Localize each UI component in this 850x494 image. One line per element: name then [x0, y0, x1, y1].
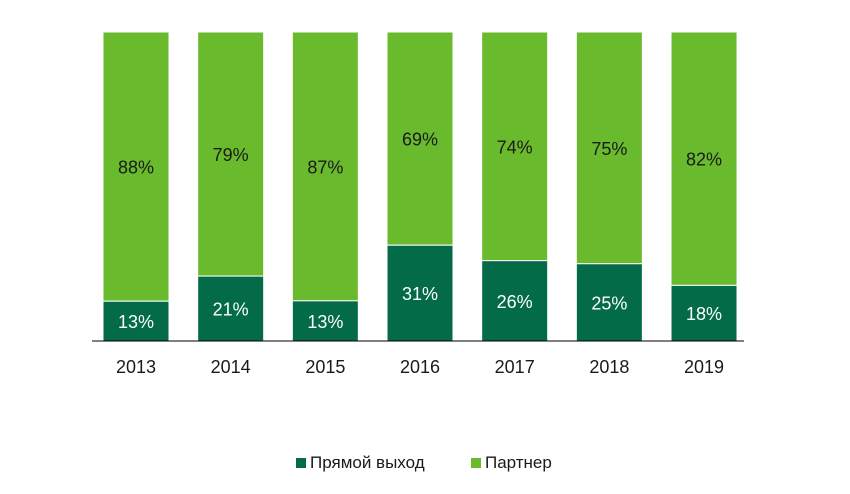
x-tick-label-2018: 2018 — [589, 357, 629, 377]
data-label-partner-2018: 75% — [591, 139, 627, 159]
data-label-direct-2019: 18% — [686, 304, 722, 324]
bar-partner-2013 — [102, 31, 170, 302]
data-label-direct-2018: 25% — [591, 293, 627, 313]
x-tick-label-2016: 2016 — [400, 357, 440, 377]
data-label-partner-2017: 74% — [497, 137, 533, 157]
data-label-direct-2016: 31% — [402, 284, 438, 304]
bar-direct-2017 — [481, 260, 549, 342]
data-labels-layer: 88% 13% 79% 21% 87% 13% 69% 31% 74% 26% 75% 25% 82% 1… — [118, 130, 722, 333]
x-tick-label-2013: 2013 — [116, 357, 156, 377]
legend-swatch-partner — [471, 458, 481, 468]
legend: Прямой выход Партнер — [296, 453, 552, 472]
bar-direct-2018 — [575, 263, 643, 342]
legend-swatch-direct — [296, 458, 306, 468]
x-tick-labels: 2013 2014 2015 2016 2017 2018 2019 — [116, 357, 724, 377]
bar-partner-2018 — [575, 31, 643, 265]
bar-direct-2014 — [197, 275, 265, 342]
x-tick-label-2015: 2015 — [305, 357, 345, 377]
data-label-partner-2016: 69% — [402, 130, 438, 150]
bars-layer — [102, 31, 738, 342]
x-tick-label-2019: 2019 — [684, 357, 724, 377]
data-label-partner-2014: 79% — [213, 145, 249, 165]
data-label-direct-2013: 13% — [118, 312, 154, 332]
bar-direct-2016 — [386, 244, 454, 342]
data-label-direct-2017: 26% — [497, 292, 533, 312]
bar-direct-2013 — [102, 300, 170, 342]
x-tick-label-2017: 2017 — [495, 357, 535, 377]
bar-partner-2019 — [670, 31, 738, 286]
data-label-partner-2013: 88% — [118, 158, 154, 178]
bar-partner-2014 — [197, 31, 265, 277]
x-tick-label-2014: 2014 — [211, 357, 251, 377]
legend-label-direct: Прямой выход — [310, 453, 425, 472]
data-label-partner-2015: 87% — [307, 157, 343, 177]
data-label-direct-2014: 21% — [213, 300, 249, 320]
bar-partner-2015 — [291, 31, 359, 302]
legend-label-partner: Партнер — [485, 453, 552, 472]
data-label-partner-2019: 82% — [686, 150, 722, 170]
bar-direct-2015 — [291, 300, 359, 342]
data-label-direct-2015: 13% — [307, 312, 343, 332]
bar-direct-2019 — [670, 284, 738, 342]
